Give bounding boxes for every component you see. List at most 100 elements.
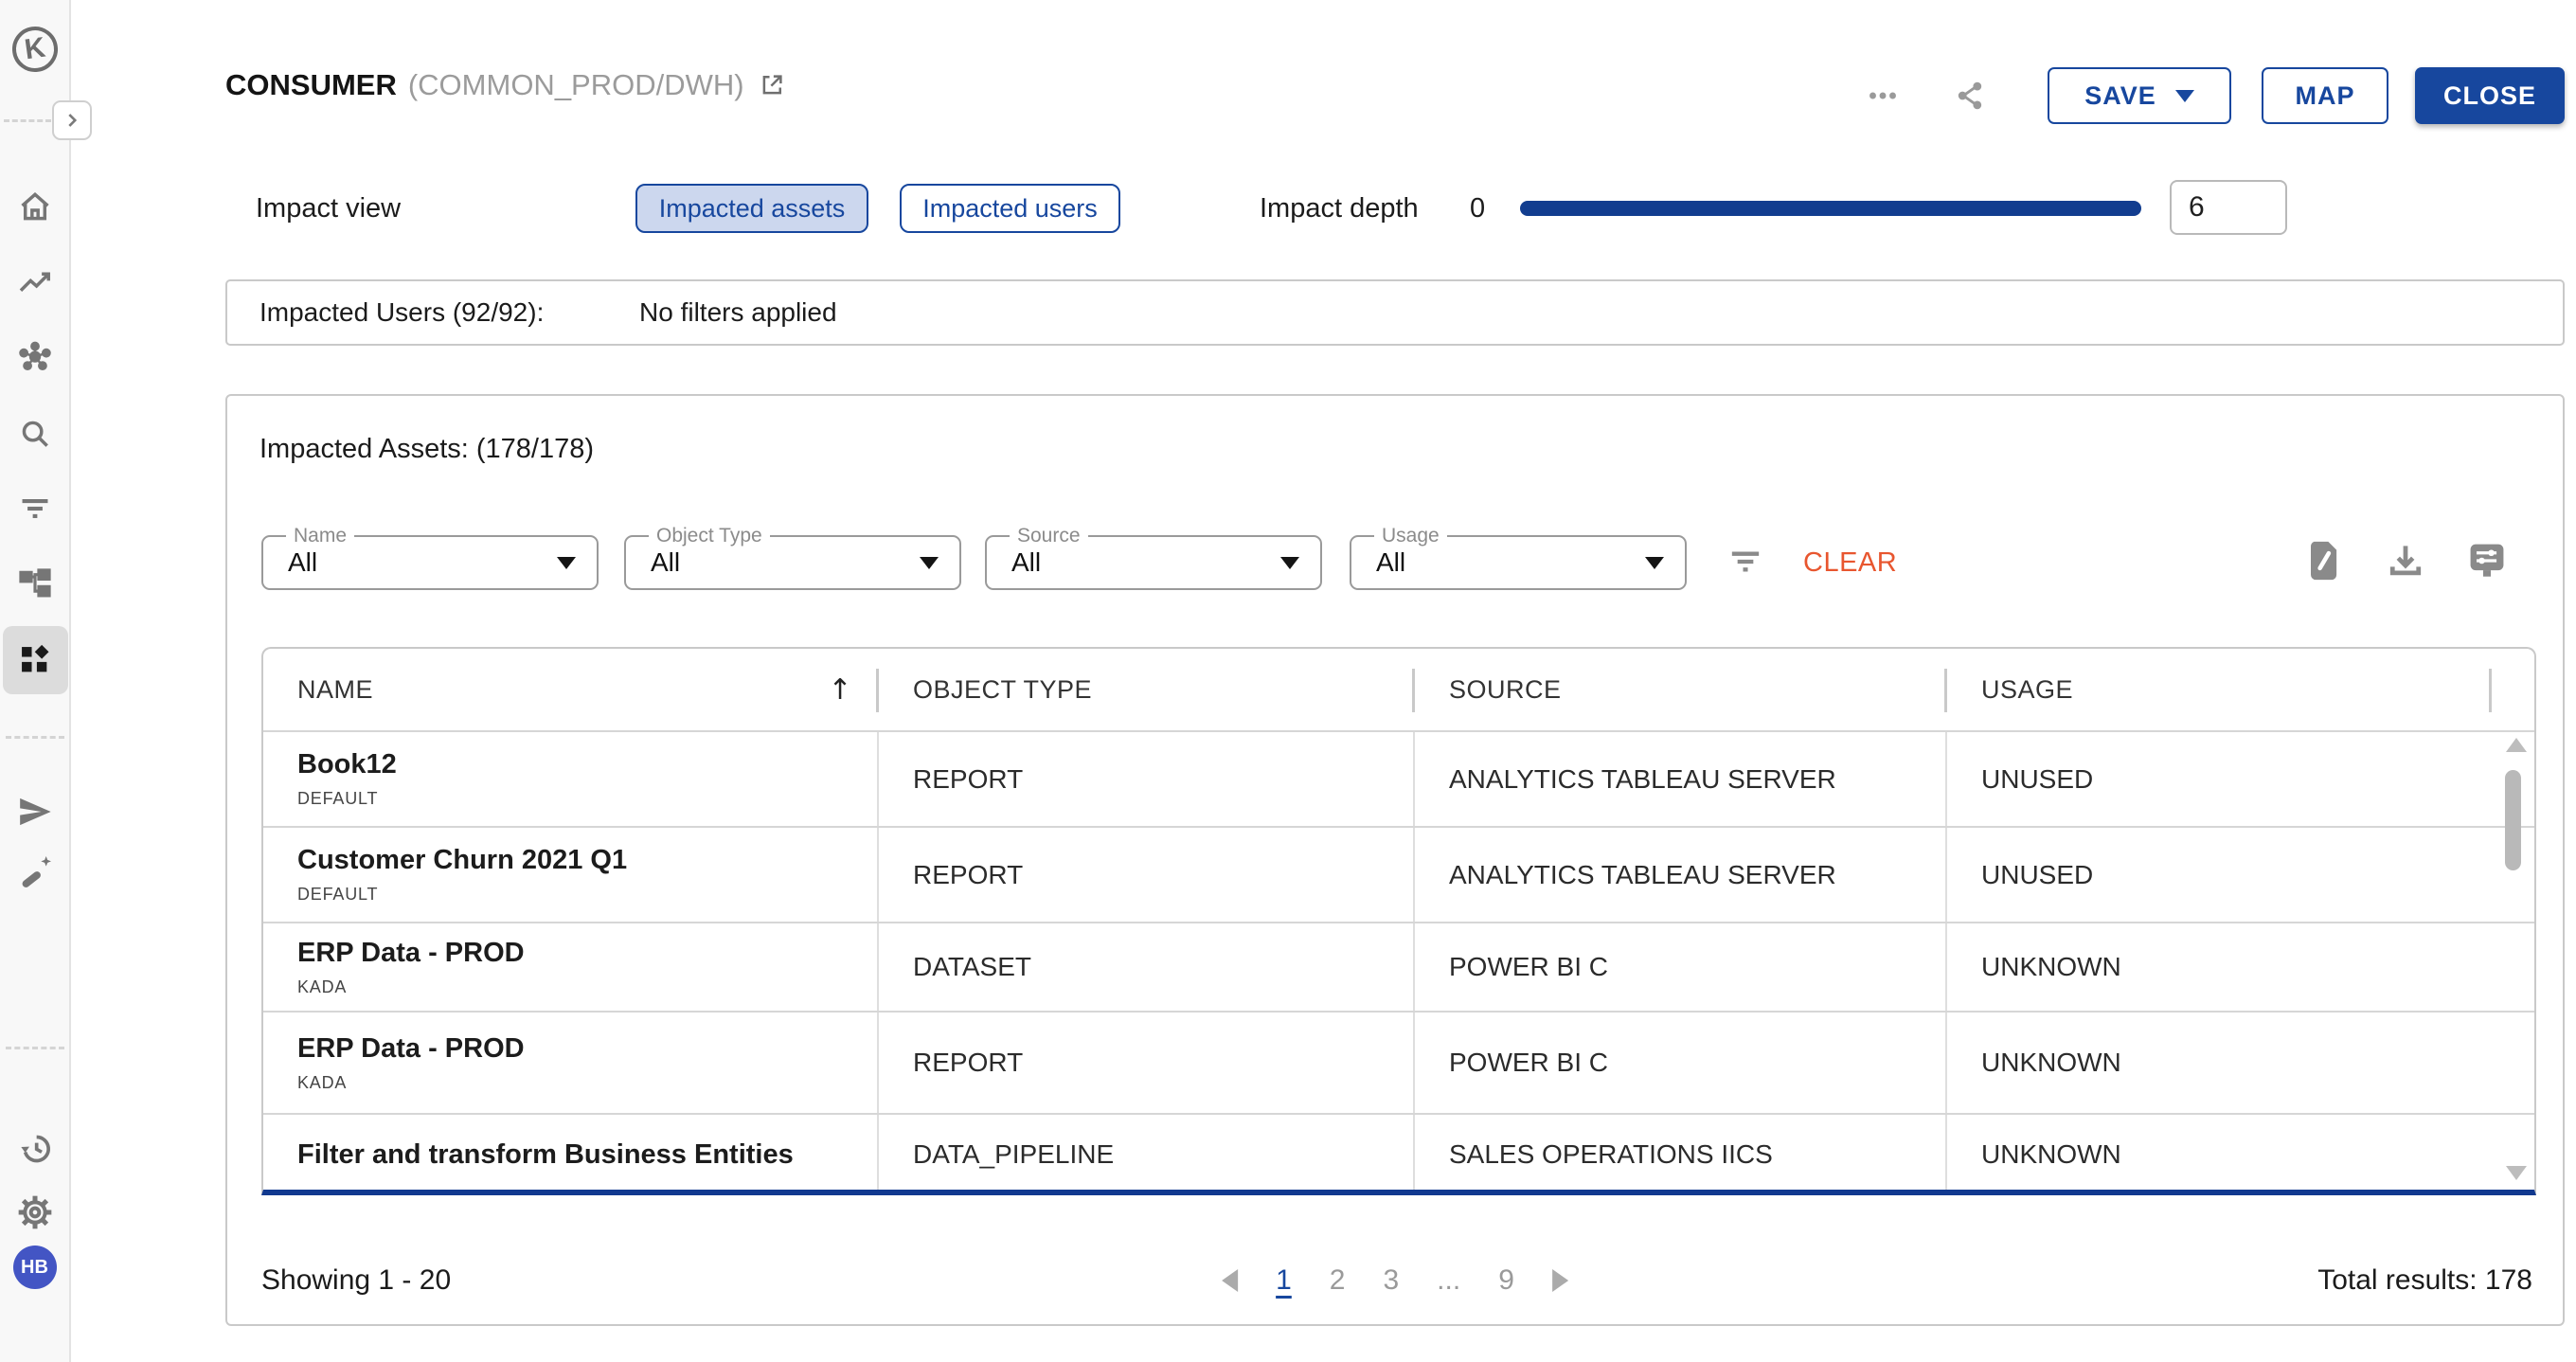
cell-name: Customer Churn 2021 Q1 DEFAULT bbox=[263, 828, 879, 922]
column-header-object-type[interactable]: OBJECT TYPE bbox=[879, 649, 1415, 730]
sidebar-item-home[interactable] bbox=[13, 185, 57, 228]
cell-object-type: DATASET bbox=[879, 923, 1415, 1011]
usage-filter-select[interactable]: Usage All bbox=[1350, 535, 1687, 590]
table-row[interactable]: Customer Churn 2021 Q1 DEFAULT REPORT AN… bbox=[263, 828, 2534, 923]
sidebar-item-lineage-hub[interactable] bbox=[13, 337, 57, 381]
cell-name: ERP Data - PROD KADA bbox=[263, 923, 879, 1011]
sidebar-divider bbox=[4, 119, 51, 122]
trending-up-icon bbox=[17, 264, 53, 300]
table-row[interactable]: ERP Data - PROD KADA REPORT POWER BI C U… bbox=[263, 1013, 2534, 1115]
sidebar-item-extensions[interactable] bbox=[13, 638, 57, 682]
asset-name[interactable]: ERP Data - PROD bbox=[297, 1033, 525, 1065]
page-title: CONSUMER (COMMON_PROD/DWH) bbox=[225, 68, 786, 102]
total-results: Total results: 178 bbox=[2317, 1250, 2532, 1311]
asset-usage: UNUSED bbox=[1981, 860, 2093, 890]
cell-object-type: DATA_PIPELINE bbox=[879, 1115, 1415, 1194]
sidebar-item-send[interactable] bbox=[13, 790, 57, 833]
asset-object-type: DATA_PIPELINE bbox=[913, 1139, 1114, 1170]
impact-depth-min: 0 bbox=[1470, 172, 1485, 244]
share-button[interactable] bbox=[1945, 71, 1995, 120]
cell-object-type: REPORT bbox=[879, 1013, 1415, 1113]
source-filter-value: All bbox=[1011, 537, 1041, 588]
previous-page-icon[interactable] bbox=[1222, 1269, 1238, 1292]
history-icon bbox=[16, 1130, 54, 1168]
column-header-name[interactable]: NAME ↑ bbox=[263, 649, 879, 730]
impacted-assets-toggle[interactable]: Impacted assets bbox=[635, 184, 868, 233]
save-button[interactable]: SAVE bbox=[2048, 67, 2231, 124]
sidebar-item-schema-tree[interactable] bbox=[13, 563, 57, 606]
share-icon bbox=[1954, 80, 1986, 112]
column-header-source[interactable]: SOURCE bbox=[1415, 649, 1947, 730]
page-1-link[interactable]: 1 bbox=[1276, 1264, 1292, 1297]
impacted-assets-toggle-label: Impacted assets bbox=[659, 194, 846, 224]
asset-object-type: REPORT bbox=[913, 1048, 1023, 1078]
display-settings-button[interactable] bbox=[2464, 536, 2510, 585]
impacted-users-toggle[interactable]: Impacted users bbox=[900, 184, 1120, 233]
column-header-source-label: SOURCE bbox=[1449, 675, 1562, 705]
asset-workspace: KADA bbox=[297, 977, 347, 997]
download-button[interactable] bbox=[2383, 536, 2428, 585]
caret-down-icon bbox=[557, 557, 576, 569]
header-actions: SAVE MAP CLOSE bbox=[1858, 66, 2568, 125]
table-row[interactable]: Filter and transform Business Entities D… bbox=[263, 1115, 2534, 1195]
entity-name: CONSUMER bbox=[225, 68, 397, 102]
user-avatar[interactable]: HB bbox=[13, 1246, 57, 1289]
scroll-up-icon[interactable] bbox=[2506, 738, 2527, 752]
impact-depth-label: Impact depth bbox=[1260, 172, 1419, 244]
asset-name[interactable]: Customer Churn 2021 Q1 bbox=[297, 845, 627, 876]
page-2-link[interactable]: 2 bbox=[1330, 1264, 1346, 1297]
map-button[interactable]: MAP bbox=[2262, 67, 2388, 124]
sidebar-item-filters[interactable] bbox=[13, 487, 57, 530]
cell-source: ANALYTICS TABLEAU SERVER bbox=[1415, 828, 1947, 922]
sidebar-item-history[interactable] bbox=[13, 1127, 57, 1171]
name-filter-select[interactable]: Name All bbox=[261, 535, 599, 590]
clear-filters-button[interactable]: CLEAR bbox=[1803, 547, 1897, 579]
table-toolbar bbox=[2301, 536, 2510, 585]
column-header-usage[interactable]: USAGE bbox=[1947, 649, 2492, 730]
page-9-link[interactable]: 9 bbox=[1498, 1264, 1514, 1297]
scrollbar-thumb[interactable] bbox=[2505, 770, 2521, 870]
page-3-link[interactable]: 3 bbox=[1383, 1264, 1399, 1297]
asset-name[interactable]: ERP Data - PROD bbox=[297, 938, 525, 969]
next-page-icon[interactable] bbox=[1552, 1269, 1568, 1292]
open-in-new-icon[interactable] bbox=[758, 71, 786, 99]
sidebar-item-trends[interactable] bbox=[13, 260, 57, 304]
asset-object-type: DATASET bbox=[913, 952, 1031, 982]
sidebar-expand-button[interactable] bbox=[52, 100, 92, 140]
more-options-button[interactable] bbox=[1858, 71, 1907, 120]
table-scrollbar[interactable] bbox=[2498, 736, 2529, 1182]
table-row[interactable]: Book12 DEFAULT REPORT ANALYTICS TABLEAU … bbox=[263, 732, 2534, 828]
scroll-down-icon[interactable] bbox=[2506, 1166, 2527, 1180]
sidebar-item-settings[interactable] bbox=[13, 1191, 57, 1234]
sidebar-item-magic-wand[interactable] bbox=[13, 851, 57, 894]
source-filter-select[interactable]: Source All bbox=[985, 535, 1322, 590]
asset-object-type: REPORT bbox=[913, 764, 1023, 795]
column-header-spacer bbox=[2492, 649, 2534, 730]
pagination-row: Showing 1 - 20 1 2 3 ... 9 Total results… bbox=[227, 1250, 2563, 1311]
widgets-icon bbox=[17, 642, 53, 678]
impacted-users-bar[interactable]: Impacted Users (92/92): No filters appli… bbox=[225, 279, 2565, 346]
object-type-filter-select[interactable]: Object Type All bbox=[624, 535, 961, 590]
edit-note-button[interactable] bbox=[2301, 536, 2347, 585]
entity-path: (COMMON_PROD/DWH) bbox=[408, 68, 744, 102]
asset-workspace: KADA bbox=[297, 1073, 347, 1093]
table-row[interactable]: ERP Data - PROD KADA DATASET POWER BI C … bbox=[263, 923, 2534, 1013]
sort-ascending-icon[interactable]: ↑ bbox=[828, 673, 852, 707]
asset-workspace: DEFAULT bbox=[297, 789, 378, 809]
asset-usage: UNKNOWN bbox=[1981, 1048, 2121, 1078]
asset-name[interactable]: Book12 bbox=[297, 749, 397, 780]
table-header-row: NAME ↑ OBJECT TYPE SOURCE USAGE bbox=[263, 649, 2534, 732]
impact-depth-slider[interactable] bbox=[1520, 201, 2141, 216]
caret-down-icon bbox=[920, 557, 939, 569]
impact-controls: Impact view Impacted assets Impacted use… bbox=[0, 172, 2576, 244]
apply-filters-button[interactable] bbox=[1724, 540, 1767, 583]
save-dropdown-caret-icon[interactable] bbox=[2175, 90, 2194, 102]
account-tree-icon bbox=[17, 566, 53, 602]
filter-list-icon bbox=[1726, 543, 1764, 581]
impacted-users-count: Impacted Users (92/92): bbox=[259, 281, 544, 344]
asset-name[interactable]: Filter and transform Business Entities bbox=[297, 1139, 794, 1171]
impact-depth-input[interactable] bbox=[2170, 180, 2287, 235]
close-button[interactable]: CLOSE bbox=[2415, 67, 2565, 124]
sidebar-item-search[interactable] bbox=[13, 412, 57, 456]
search-icon bbox=[17, 416, 53, 452]
